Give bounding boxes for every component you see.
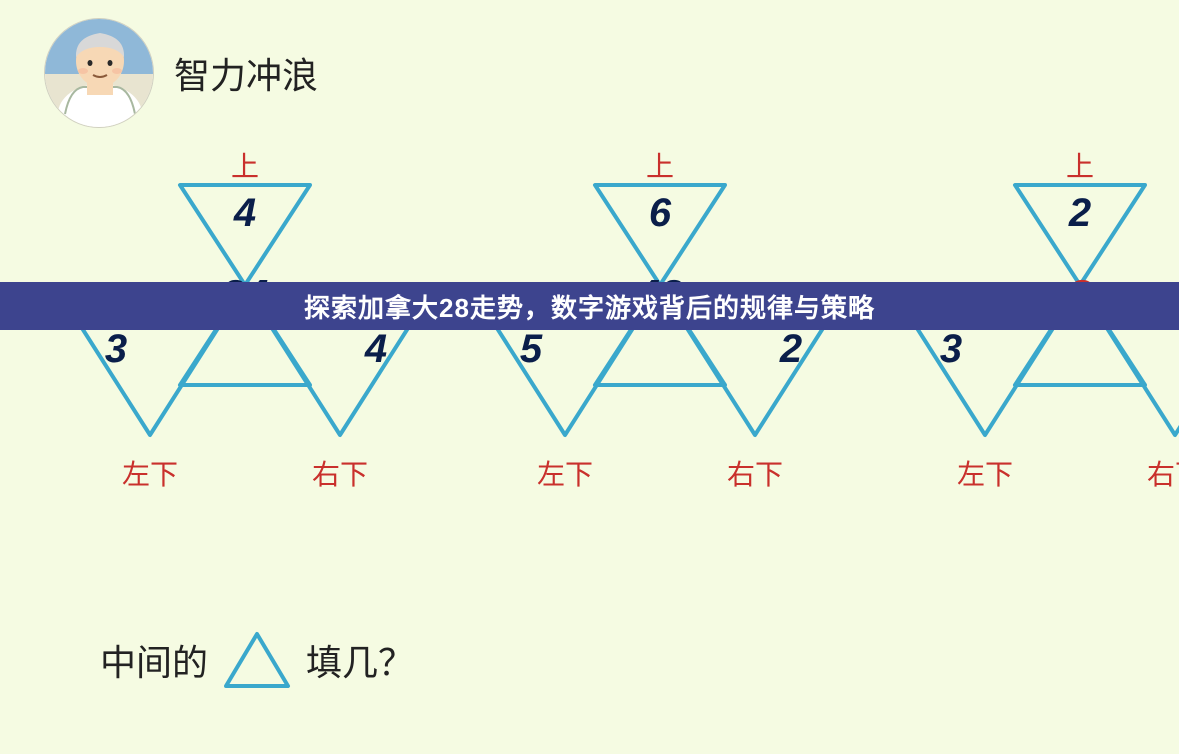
label-bottom-right: 右下 <box>312 453 368 493</box>
triangle-diagram <box>540 155 870 555</box>
label-bottom-left: 左下 <box>957 453 1013 493</box>
page-title: 智力冲浪 <box>174 47 318 99</box>
puzzle-group: 上左下右下2?35 <box>960 155 1179 555</box>
avatar <box>44 18 154 128</box>
puzzle-area: 上左下右下42434上左下右下64252上左下右下2?35 <box>60 155 1140 555</box>
label-top: 上 <box>646 145 674 185</box>
label-bottom-right: 右下 <box>1147 453 1179 493</box>
number-top: 2 <box>1069 191 1091 236</box>
number-bottom-left: 3 <box>105 327 127 372</box>
label-bottom-left: 左下 <box>122 453 178 493</box>
number-top: 6 <box>649 191 671 236</box>
question-before: 中间的 <box>100 634 208 686</box>
overlay-banner: 探索加拿大28走势，数字游戏背后的规律与策略 <box>0 282 1179 330</box>
banner-text: 探索加拿大28走势，数字游戏背后的规律与策略 <box>304 288 875 325</box>
label-top: 上 <box>231 145 259 185</box>
triangle-diagram <box>125 155 455 555</box>
puzzle-group: 上左下右下64252 <box>540 155 870 555</box>
label-bottom-left: 左下 <box>537 453 593 493</box>
number-bottom-right: 4 <box>365 327 387 372</box>
number-top: 4 <box>234 191 256 236</box>
label-bottom-right: 右下 <box>727 453 783 493</box>
header: 智力冲浪 <box>44 18 318 128</box>
question-row: 中间的 填几？ <box>100 630 414 690</box>
question-after: 填几？ <box>306 634 414 686</box>
puzzle-group: 上左下右下42434 <box>125 155 455 555</box>
triangle-icon <box>222 630 292 690</box>
number-bottom-left: 3 <box>940 327 962 372</box>
number-bottom-left: 5 <box>520 327 542 372</box>
number-bottom-right: 2 <box>780 327 802 372</box>
label-top: 上 <box>1066 145 1094 185</box>
